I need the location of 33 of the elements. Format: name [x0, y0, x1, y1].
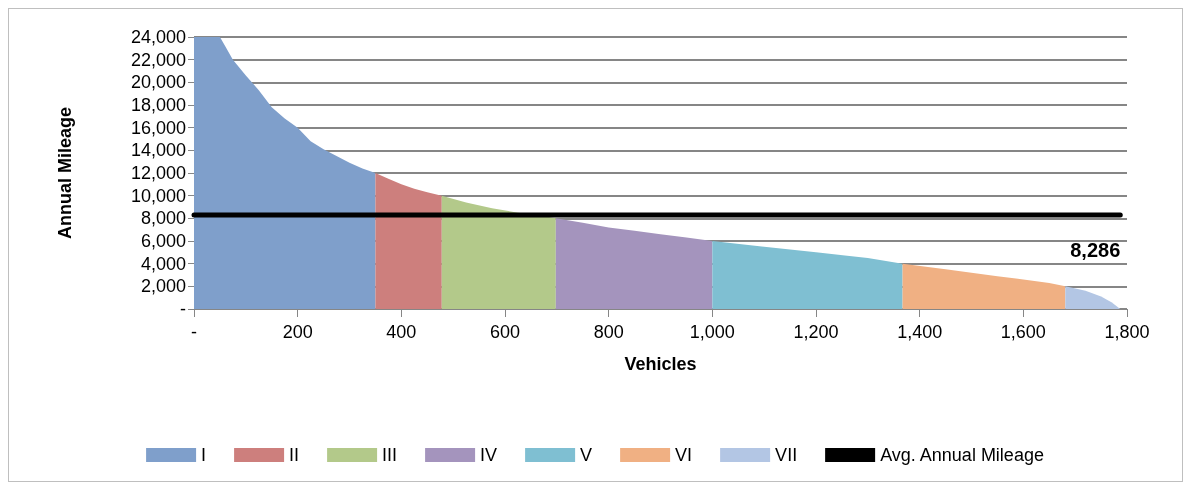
y-tick-label: 10,000 [130, 185, 186, 206]
y-tick-label: 24,000 [130, 27, 186, 47]
legend-label: I [201, 445, 207, 465]
x-tick-label: 1,000 [689, 322, 735, 342]
legend-label: III [382, 445, 398, 465]
legend-label: IV [480, 445, 498, 465]
data-label: 8,286 [1070, 239, 1121, 262]
y-tick-label: 18,000 [130, 95, 186, 115]
y-tick-label: 20,000 [130, 72, 186, 93]
legend-label: V [580, 445, 593, 465]
x-tick-label: 1,800 [1104, 322, 1150, 342]
y-tick-label: 8,000 [140, 208, 186, 229]
legend-label: II [289, 445, 300, 465]
x-tick-label: 1,400 [897, 322, 943, 342]
y-tick-label: 14,000 [130, 140, 186, 161]
y-tick-label: 22,000 [130, 49, 186, 70]
x-axis-title: Vehicles [624, 354, 697, 374]
legend-label: Avg. Annual Mileage [880, 445, 1044, 465]
x-tick-label: 800 [593, 322, 624, 342]
y-tick-label: 16,000 [130, 117, 186, 138]
x-tick-label: 600 [489, 322, 521, 342]
y-tick-label: 4,000 [140, 253, 186, 274]
y-axis-title: Annual Mileage [55, 106, 75, 240]
x-tick-label: 1,200 [793, 322, 839, 342]
legend-label: VI [675, 445, 693, 465]
y-tick-label: 12,000 [130, 163, 186, 183]
x-tick-label: 1,600 [1000, 322, 1046, 342]
x-tick-label: 200 [282, 322, 313, 342]
y-tick-label: 6,000 [140, 231, 186, 251]
legend-label: VII [775, 445, 798, 465]
x-tick-label: 400 [386, 322, 417, 342]
y-tick-label: 2,000 [140, 276, 186, 297]
y-tick-label: - [180, 299, 186, 319]
